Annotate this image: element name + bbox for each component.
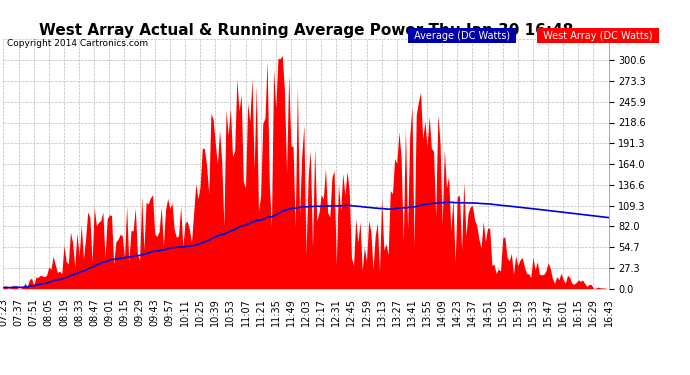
Title: West Array Actual & Running Average Power Thu Jan 30 16:48: West Array Actual & Running Average Powe… xyxy=(39,23,573,38)
Text: Average (DC Watts): Average (DC Watts) xyxy=(411,31,513,40)
Text: Copyright 2014 Cartronics.com: Copyright 2014 Cartronics.com xyxy=(7,39,148,48)
Text: West Array (DC Watts): West Array (DC Watts) xyxy=(540,31,656,40)
